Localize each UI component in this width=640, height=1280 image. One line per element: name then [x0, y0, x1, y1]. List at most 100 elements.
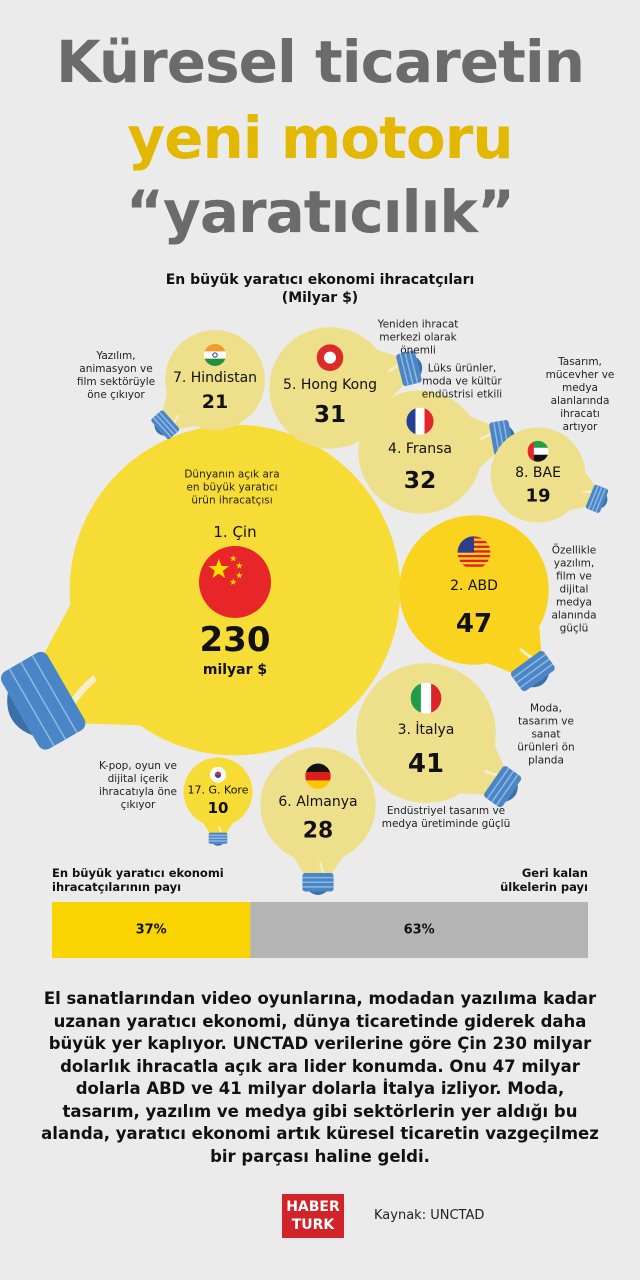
- flag-part: [457, 564, 491, 567]
- note: Tasarım, mücevher ve medya alanlarında i…: [545, 356, 615, 433]
- socket-stripe: [495, 773, 519, 806]
- socket-stripe: [152, 416, 172, 438]
- bubble: [356, 663, 496, 803]
- flag-part: [214, 771, 222, 775]
- socket-tip: [416, 357, 423, 375]
- socket-stripe: [8, 668, 55, 747]
- title-line: Küresel ticaretin: [55, 28, 585, 96]
- logo-text: TURK: [291, 1217, 335, 1233]
- flag-part: [305, 780, 331, 789]
- flag: [204, 344, 226, 367]
- bubble: [183, 757, 253, 827]
- value-label: 21: [201, 391, 229, 414]
- value-label: 47: [455, 608, 493, 639]
- flag-part: [214, 774, 222, 778]
- flag: [410, 682, 442, 714]
- flag-part: [431, 682, 442, 714]
- flag-part: [204, 344, 226, 352]
- note: Lüks ürünler, moda ve kültür endüstrisi …: [421, 362, 503, 401]
- flag: [406, 407, 434, 435]
- socket-stripe: [512, 653, 547, 679]
- value-label: 32: [403, 465, 437, 494]
- logo: HABER TURK: [282, 1194, 344, 1238]
- flag-part: [457, 554, 491, 558]
- logo-text: HABER: [286, 1199, 340, 1215]
- category-label: 2. ABD: [450, 578, 498, 595]
- bar-segment: [52, 902, 251, 958]
- category-label: 6. Almanya: [278, 794, 358, 811]
- socket-stripe: [31, 655, 78, 734]
- socket-stripe: [486, 767, 510, 800]
- flag-star: [229, 578, 237, 585]
- category-label: 7. Hindistan: [172, 369, 258, 386]
- value-label: 230: [199, 620, 271, 660]
- flag-star: [229, 555, 237, 562]
- flag: [210, 766, 226, 783]
- chart-subtitle: (Milyar $): [281, 290, 359, 306]
- value-label: 41: [407, 749, 445, 780]
- socket-stripe: [588, 485, 600, 510]
- socket-stripe: [408, 351, 419, 384]
- flag: [305, 763, 331, 789]
- flag-part: [415, 407, 426, 435]
- note: Yeniden ihracat merkezi olarak önemli: [377, 318, 459, 357]
- bubble: [269, 327, 391, 449]
- flag: [527, 440, 549, 462]
- flag-part: [212, 352, 218, 358]
- legend-label: Geri kalan ülkelerin payı: [500, 866, 588, 894]
- value-label: 31: [313, 402, 347, 429]
- title-line: yeni motoru: [127, 104, 513, 172]
- socket-stripe: [519, 663, 554, 689]
- flag-part: [527, 440, 549, 449]
- note: K-pop, oyun ve dijital içerik ihracatıyl…: [98, 760, 177, 811]
- socket-tip: [212, 843, 224, 846]
- category-label: 8. BAE: [515, 464, 561, 481]
- flag: [316, 344, 344, 372]
- chart-title: En büyük yaratıcı ekonomi ihracatçıları: [165, 272, 475, 288]
- bar-segment: [250, 902, 588, 958]
- bubble: [490, 427, 586, 523]
- flag-part: [410, 682, 422, 714]
- socket-stripe: [399, 353, 409, 386]
- flag: [199, 546, 271, 618]
- flag-part: [305, 771, 331, 781]
- socket-tip: [530, 674, 549, 688]
- flag-part: [420, 682, 432, 714]
- socket-tip: [601, 495, 608, 509]
- socket-stripe: [155, 414, 175, 436]
- flag-part: [527, 447, 549, 456]
- bubble: [399, 515, 549, 665]
- flag-part: [305, 763, 331, 773]
- value-label: 19: [525, 485, 551, 507]
- unit-label: milyar $: [202, 662, 268, 678]
- flag: [457, 536, 491, 567]
- flag-part: [527, 454, 549, 462]
- flag-part: [204, 351, 226, 360]
- bubble: [358, 390, 482, 514]
- category-label: 17. G. Kore: [187, 783, 249, 797]
- value-label: 63%: [403, 922, 435, 938]
- flag-part: [323, 351, 337, 364]
- legend-label: En büyük yaratıcı ekonomi ihracatçıların…: [52, 866, 224, 894]
- flag-part: [204, 358, 226, 367]
- value-label: 37%: [135, 922, 167, 938]
- socket-stripe: [516, 658, 550, 684]
- socket-stripe: [158, 411, 178, 433]
- flag-star: [235, 562, 243, 569]
- flag-part: [527, 440, 534, 462]
- flag-star: [235, 571, 243, 579]
- category-label: 1. Çin: [213, 523, 257, 541]
- source: Kaynak: UNCTAD: [374, 1208, 485, 1223]
- note: Yazılım, animasyon ve film sektörüyle ön…: [76, 350, 156, 401]
- body-text: El sanatlarından video oyunlarına, modad…: [41, 989, 599, 1166]
- bubble: [260, 747, 376, 863]
- category-label: 3. İtalya: [397, 721, 455, 738]
- socket-tip: [7, 692, 33, 736]
- value-label: 10: [207, 798, 229, 817]
- socket-stripe: [591, 486, 603, 512]
- flag-star: [208, 558, 230, 579]
- flag-part: [457, 559, 491, 563]
- socket-tip: [309, 891, 327, 895]
